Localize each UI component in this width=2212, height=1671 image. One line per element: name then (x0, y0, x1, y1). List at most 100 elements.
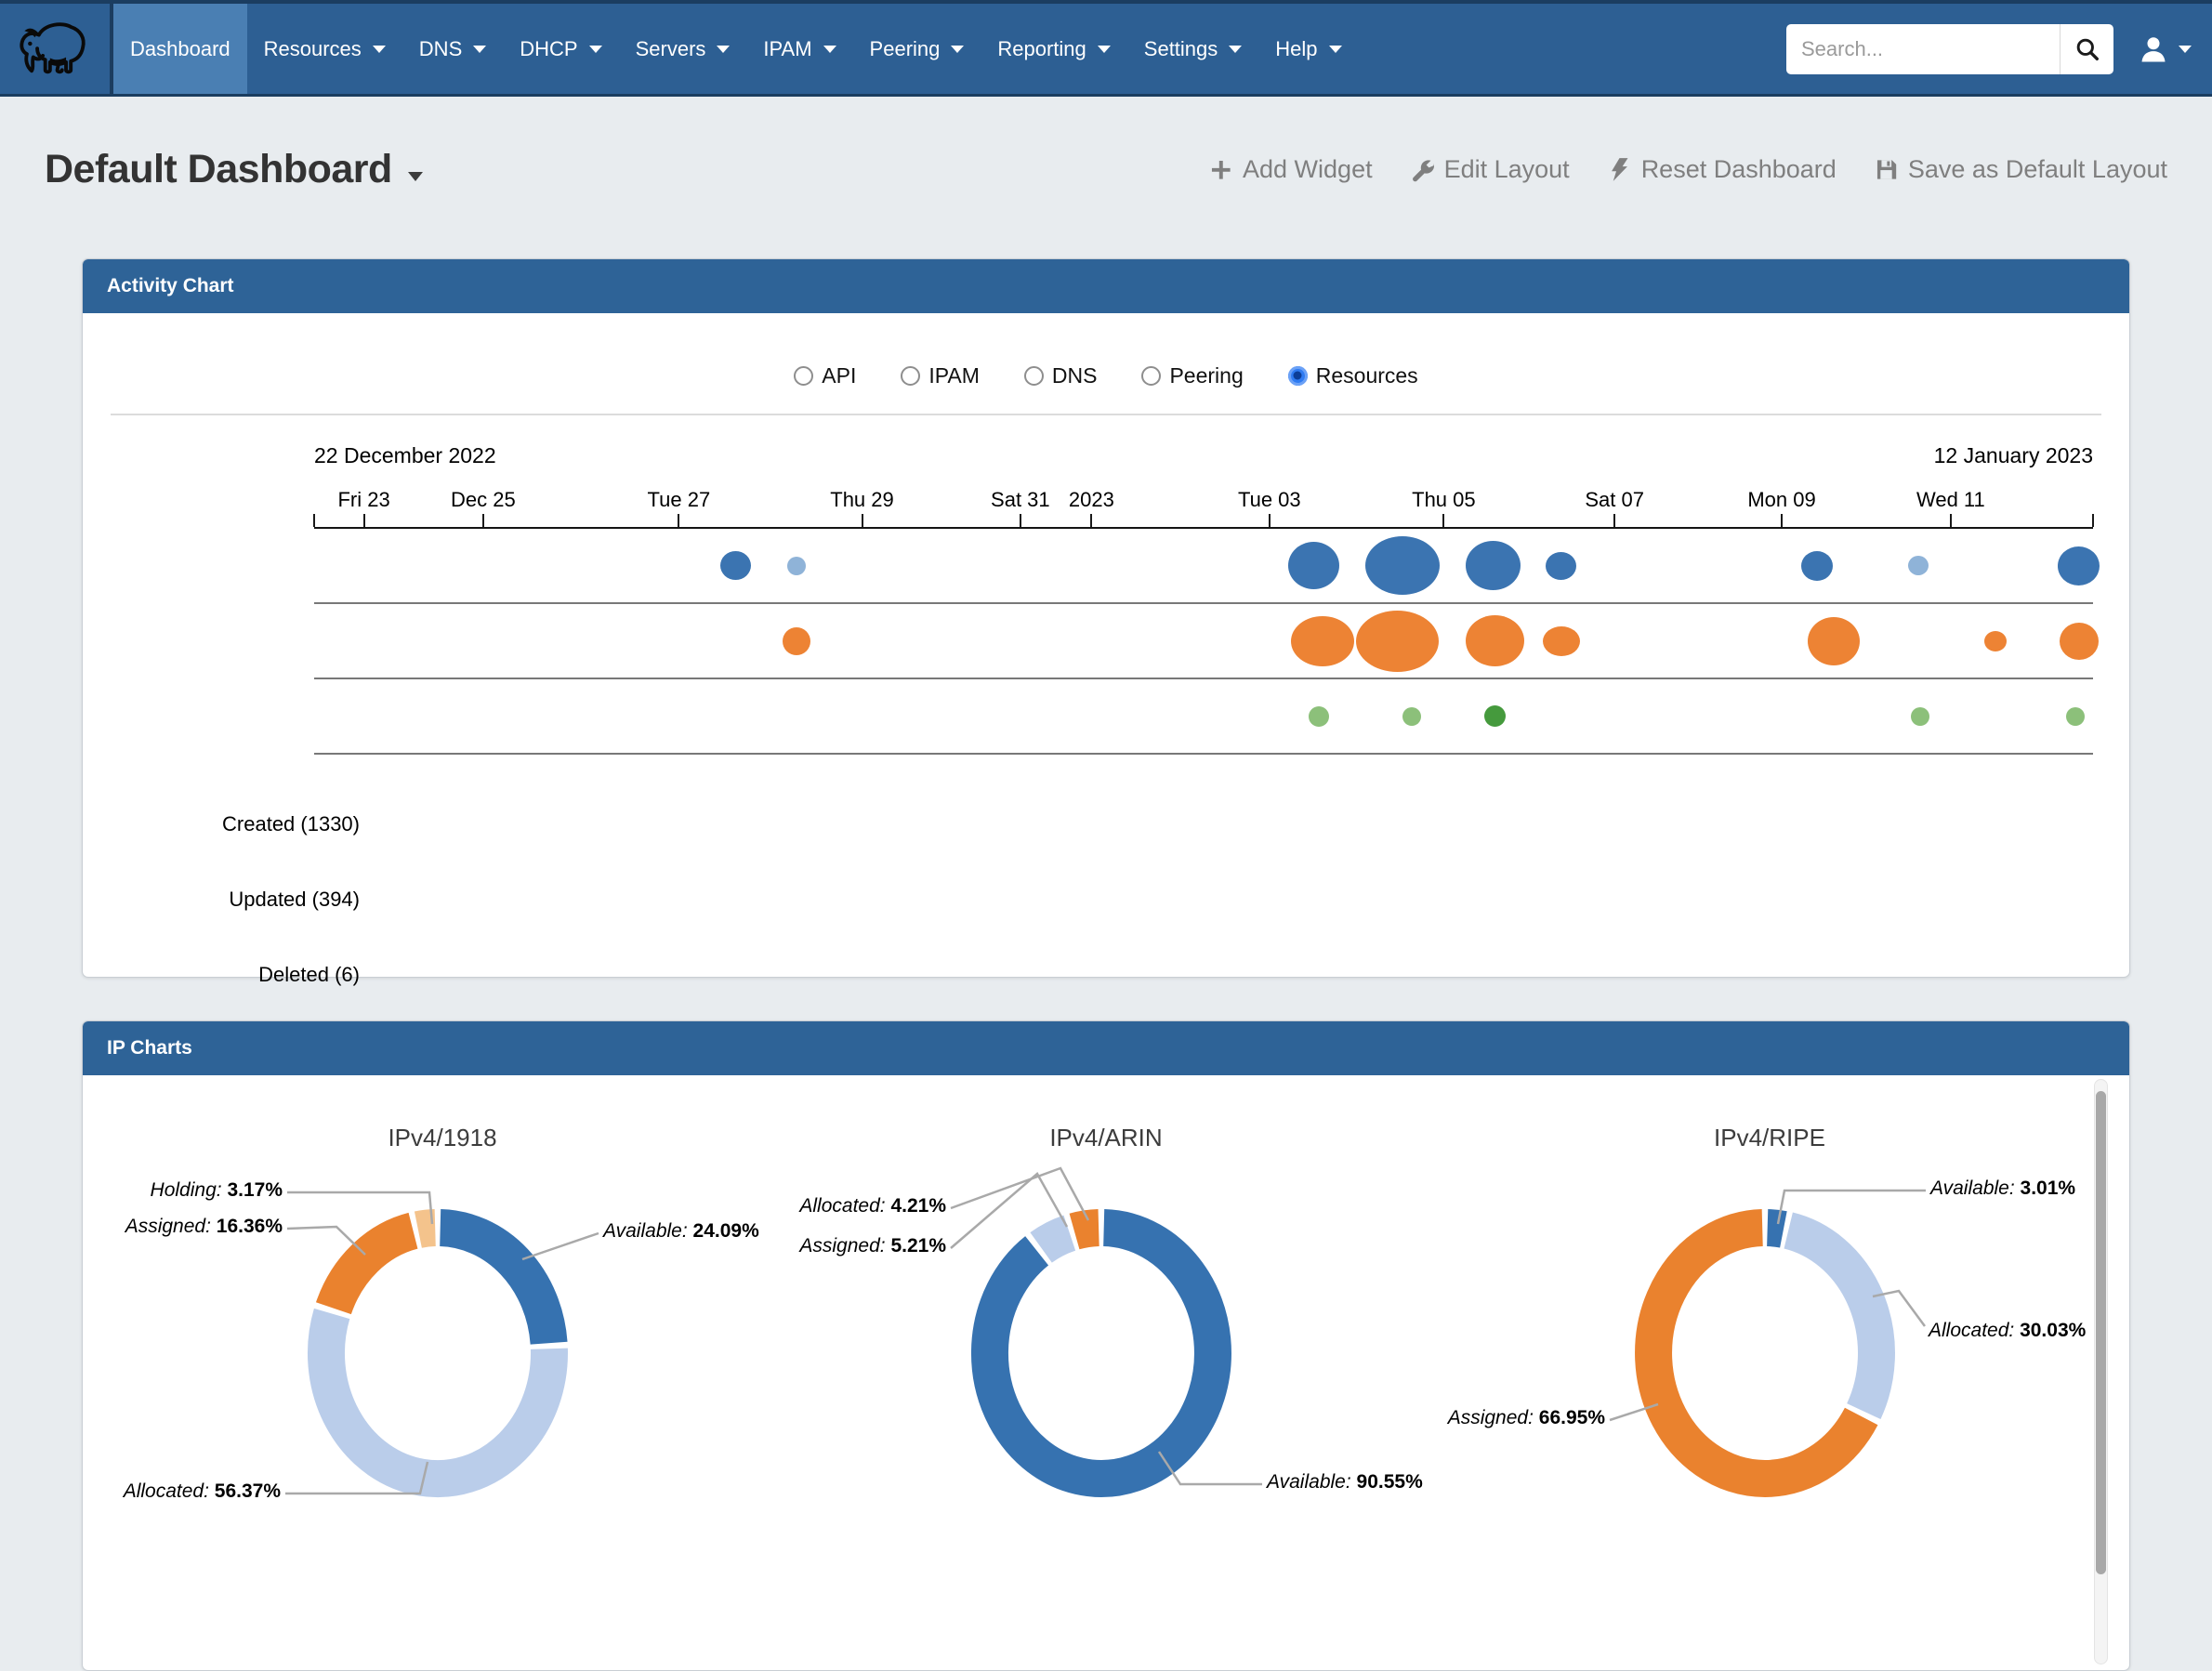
donut-svg (774, 1075, 1438, 1622)
activity-panel-title: Activity Chart (107, 275, 234, 296)
donut-label-allocated: Allocated: 56.37% (124, 1480, 281, 1503)
donut-label-name: Available: (1930, 1178, 2015, 1199)
axis-tick-label: Mon 09 (1747, 488, 1815, 512)
axis-tick-mark (1781, 514, 1783, 527)
nav-item-dns[interactable]: DNS (402, 4, 503, 94)
nav-item-settings[interactable]: Settings (1127, 4, 1259, 94)
axis-start-date: 22 December 2022 (314, 443, 496, 468)
donut-label-name: Allocated: (799, 1195, 885, 1217)
mammoth-logo-icon (15, 15, 95, 84)
add-widget-button[interactable]: Add Widget (1208, 155, 1373, 184)
axis-tick-label: Thu 29 (830, 488, 894, 512)
event-bubble (2060, 623, 2099, 660)
ip-charts-widget: IP Charts IPv4/1918Available: 24.09%Allo… (82, 1020, 2130, 1671)
axis-tick-mark (1950, 514, 1952, 527)
event-bubble (1365, 536, 1440, 595)
donut-label-value: 24.09% (693, 1220, 759, 1242)
activity-row-label: Deleted (6) (165, 962, 360, 988)
event-bubble (1466, 541, 1521, 590)
nav-item-label: DHCP (520, 37, 577, 61)
event-bubble (1546, 552, 1576, 580)
event-bubble (2066, 707, 2085, 726)
donut-chart-ipv4-ripe: IPv4/RIPEAvailable: 3.01%Allocated: 30.0… (1438, 1075, 2101, 1670)
donut-slice-allocated (1788, 1230, 1876, 1412)
nav-item-resources[interactable]: Resources (247, 4, 402, 94)
donut-slice-available (990, 1228, 1213, 1479)
chevron-down-icon (717, 46, 730, 53)
dashboard-title-dropdown[interactable]: Default Dashboard (45, 147, 423, 192)
label-connector-line (522, 1233, 599, 1259)
activity-row-deleted (314, 679, 2093, 755)
event-bubble (1309, 706, 1329, 727)
donut-label-value: 56.37% (215, 1480, 281, 1502)
axis-tick-label: Sat 31 (991, 488, 1050, 512)
user-caret-icon (2179, 46, 2192, 53)
axis-tick-mark (678, 514, 679, 527)
event-bubble (1911, 707, 1929, 726)
activity-row-label: Created (1330) (165, 811, 360, 837)
donut-label-allocated: Allocated: 30.03% (1929, 1320, 2086, 1342)
nav-item-dashboard[interactable]: Dashboard (113, 4, 247, 94)
nav-item-servers[interactable]: Servers (619, 4, 747, 94)
axis-tick-mark (1090, 514, 1092, 527)
axis-tick-mark (482, 514, 484, 527)
axis-end-date: 12 January 2023 (1934, 443, 2093, 468)
label-connector-line (951, 1168, 1088, 1220)
activity-chart-widget: Activity Chart APIIPAMDNSPeeringResource… (82, 258, 2130, 978)
donut-chart-ipv4-arin: IPv4/ARINAvailable: 90.55%Assigned: 5.21… (774, 1075, 1438, 1670)
nav-item-help[interactable]: Help (1258, 4, 1358, 94)
donut-label-name: Allocated: (1929, 1320, 2014, 1341)
nav-item-peering[interactable]: Peering (853, 4, 981, 94)
donut-chart-ipv4-1918: IPv4/1918Available: 24.09%Allocated: 56.… (111, 1075, 774, 1670)
donut-label-value: 3.17% (227, 1179, 283, 1201)
donut-label-name: Assigned: (799, 1235, 885, 1257)
user-icon (2138, 33, 2169, 65)
event-bubble (1356, 611, 1439, 672)
donut-label-assigned: Assigned: 5.21% (799, 1235, 946, 1257)
axis-tick-mark (363, 514, 365, 527)
axis-tick-mark (1442, 514, 1444, 527)
activity-row-label: Updated (394) (165, 887, 360, 913)
dashboard-actions: Add Widget Edit Layout Reset Dashboard Save… (1208, 155, 2167, 184)
chevron-down-icon (1098, 46, 1111, 53)
axis-tick-label: Fri 23 (337, 488, 389, 512)
scrollbar-thumb[interactable] (2096, 1091, 2106, 1574)
app-logo[interactable] (0, 4, 113, 94)
event-bubble (1801, 551, 1833, 581)
search-button[interactable] (2060, 24, 2113, 74)
user-menu[interactable] (2138, 33, 2192, 65)
nav-item-dhcp[interactable]: DHCP (503, 4, 618, 94)
donut-label-value: 3.01% (2021, 1178, 2076, 1199)
nav-item-label: DNS (419, 37, 462, 61)
axis-tick-mark (1269, 514, 1271, 527)
event-bubble (787, 557, 806, 575)
donut-slice-allocated (1074, 1228, 1099, 1231)
chevron-down-icon (373, 46, 386, 53)
search-icon (2074, 36, 2100, 61)
axis-tick-mark (2092, 514, 2094, 527)
search-group (1786, 24, 2113, 74)
page-header: Default Dashboard Add Widget Edit Layout R… (45, 147, 2167, 192)
axis-tick-mark (1613, 514, 1615, 527)
axis-tick-label: Tue 03 (1238, 488, 1301, 512)
plus-icon (1208, 157, 1233, 182)
event-bubble (1484, 705, 1506, 727)
ip-panel-scrollbar[interactable] (2094, 1079, 2108, 1664)
navbar-right (1786, 4, 2212, 94)
axis-tick-mark (862, 514, 863, 527)
chevron-down-icon (1329, 46, 1342, 53)
chevron-down-icon (823, 46, 836, 53)
ip-panel-header: IP Charts (83, 1021, 2129, 1075)
nav-item-ipam[interactable]: IPAM (746, 4, 852, 94)
edit-layout-button[interactable]: Edit Layout (1410, 155, 1570, 184)
wrench-icon (1410, 157, 1435, 182)
reset-dashboard-button[interactable]: Reset Dashboard (1607, 155, 1837, 184)
donut-label-value: 30.03% (2020, 1320, 2086, 1341)
donut-slice-available (1768, 1228, 1784, 1230)
search-input[interactable] (1786, 24, 2060, 74)
donut-label-value: 16.36% (217, 1216, 283, 1237)
save-as-default-layout-button[interactable]: Save as Default Layout (1874, 155, 2167, 184)
nav-item-reporting[interactable]: Reporting (981, 4, 1126, 94)
donut-label-name: Available: (1267, 1471, 1351, 1493)
bolt-icon (1607, 157, 1632, 182)
